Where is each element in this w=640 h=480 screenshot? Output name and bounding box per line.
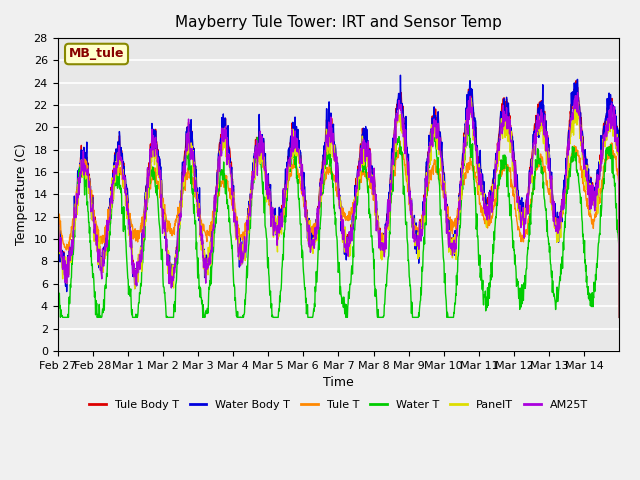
Title: Mayberry Tule Tower: IRT and Sensor Temp: Mayberry Tule Tower: IRT and Sensor Temp — [175, 15, 502, 30]
Y-axis label: Temperature (C): Temperature (C) — [15, 144, 28, 245]
Text: MB_tule: MB_tule — [68, 48, 124, 60]
Legend: Tule Body T, Water Body T, Tule T, Water T, PanelT, AM25T: Tule Body T, Water Body T, Tule T, Water… — [84, 395, 592, 414]
X-axis label: Time: Time — [323, 376, 354, 389]
